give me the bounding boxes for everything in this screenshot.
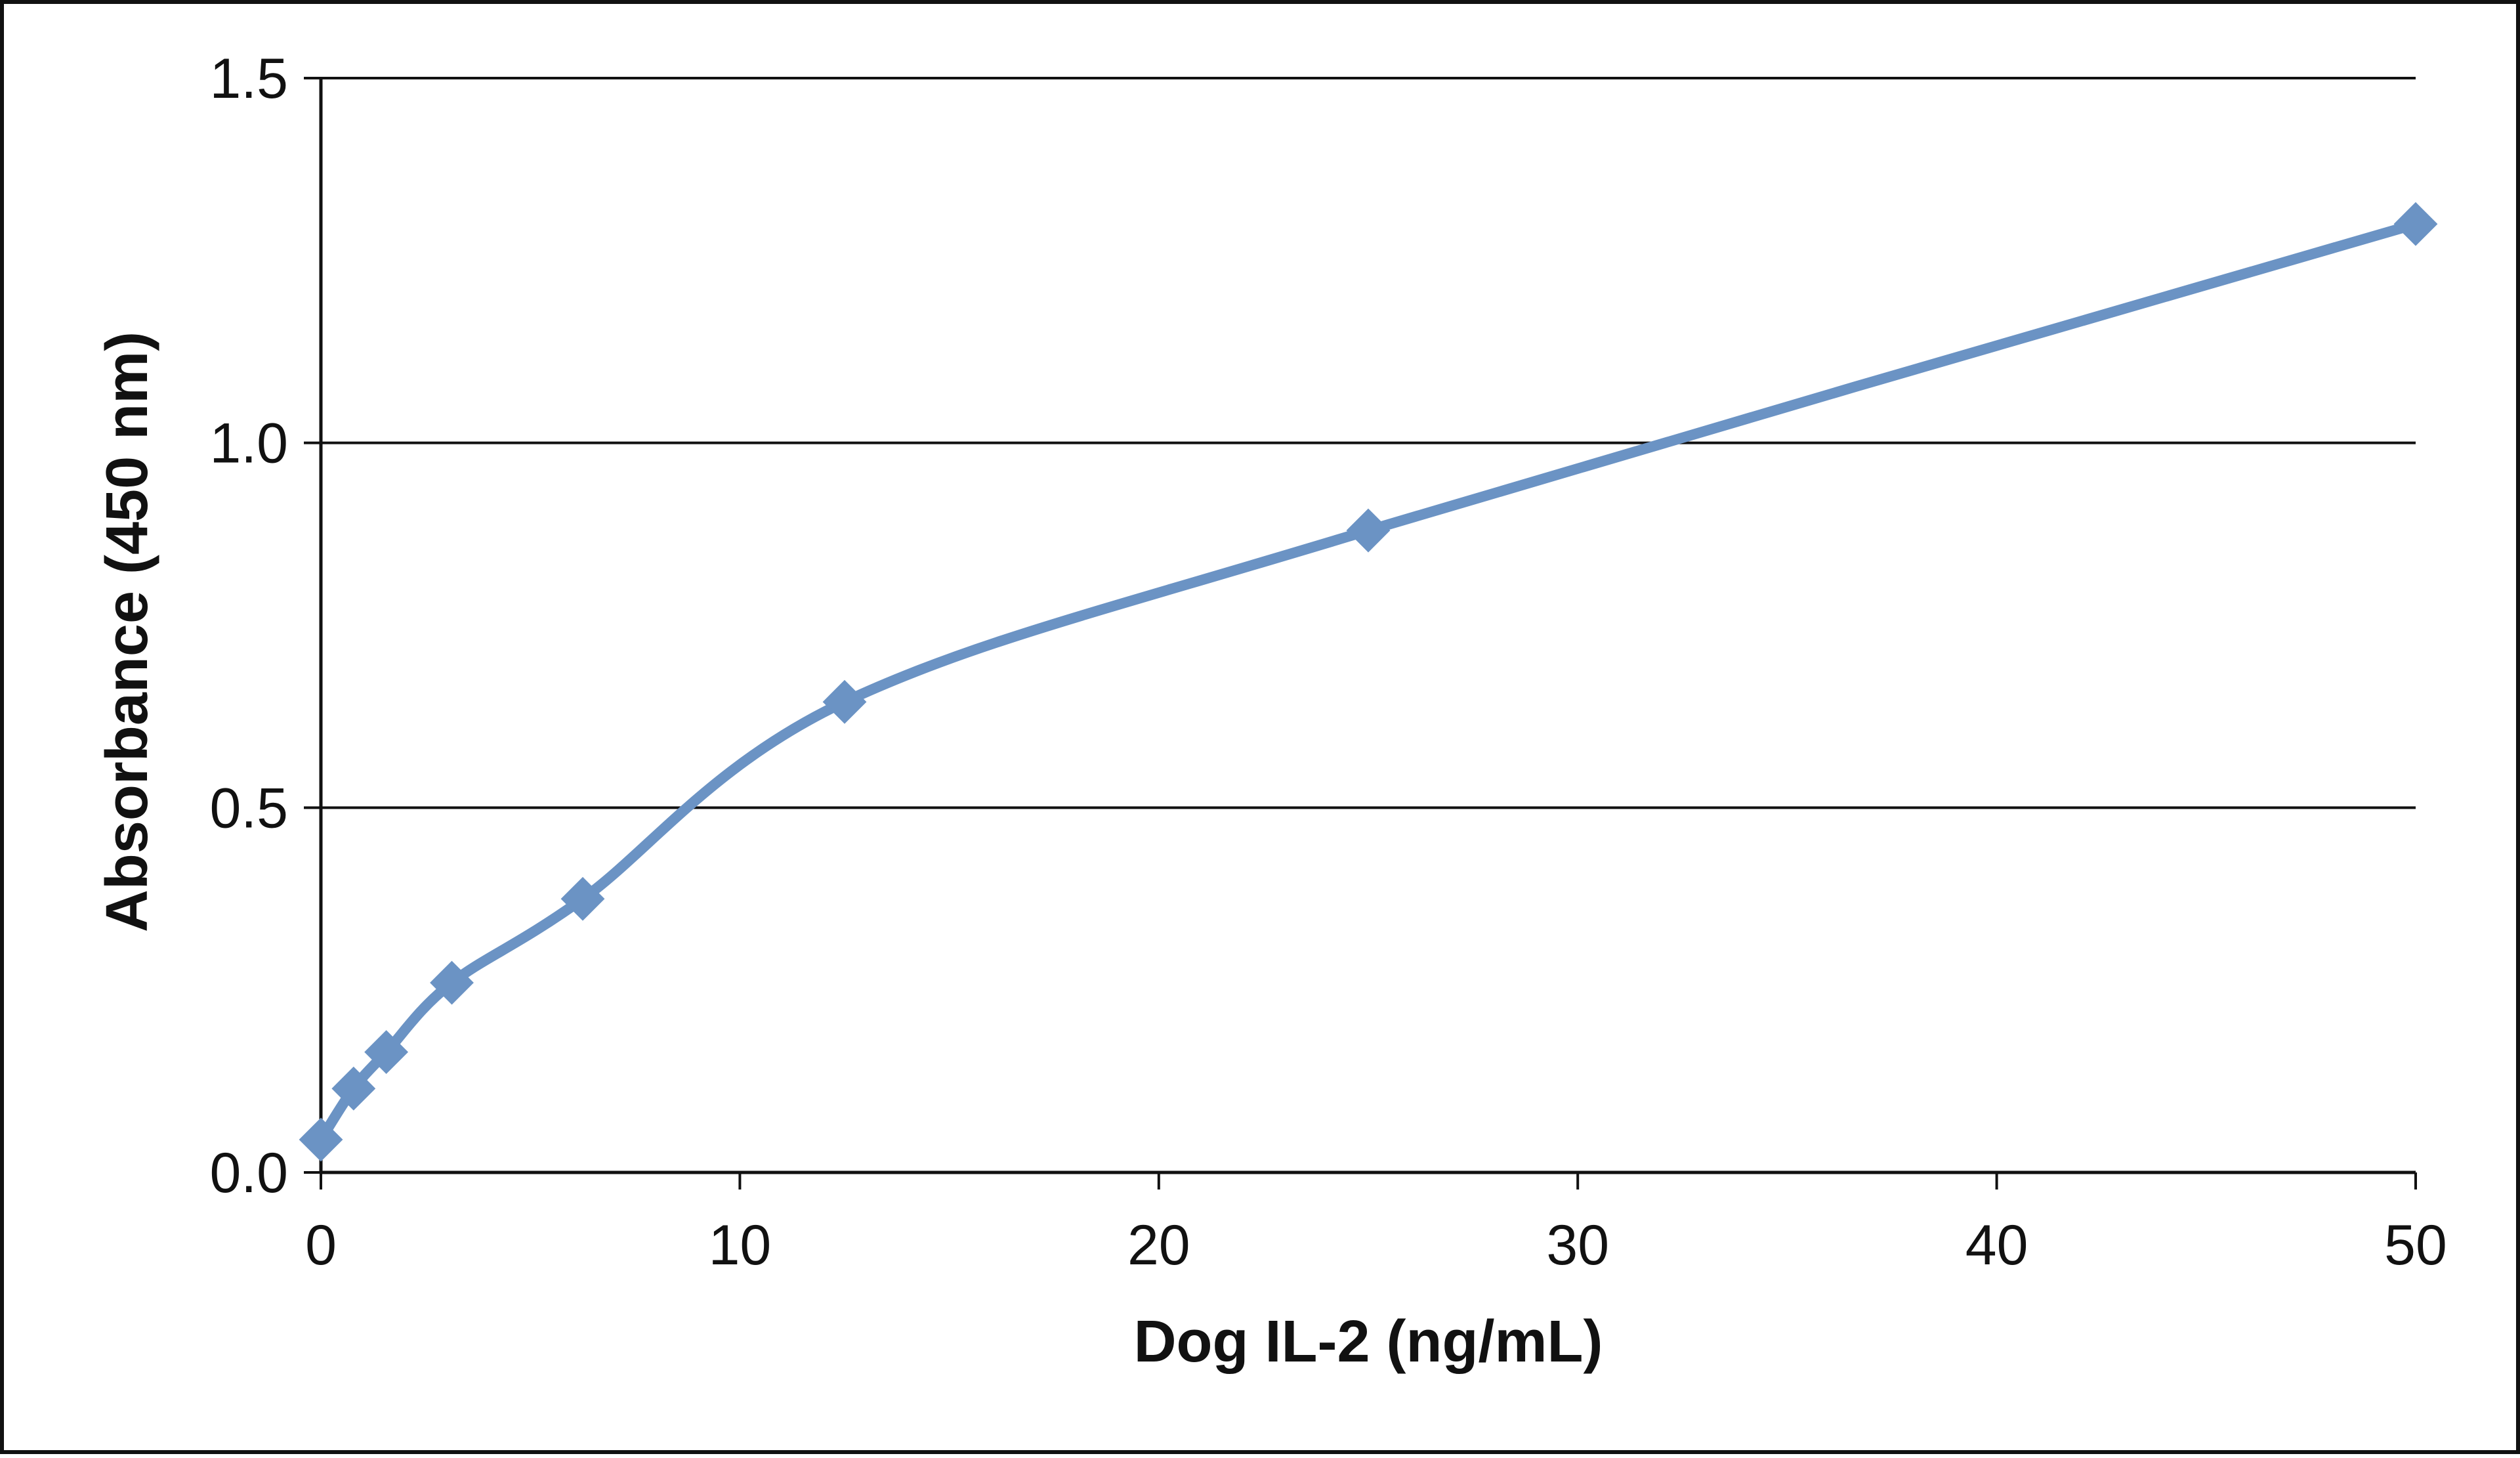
data-point-6	[1346, 508, 1391, 553]
x-tick-label-3: 30	[1546, 1214, 1609, 1277]
y-axis-title: Absorbance (450 nm)	[94, 332, 160, 932]
data-point-4	[560, 876, 605, 921]
series-line-0	[316, 219, 2421, 1145]
data-point-2	[364, 1030, 409, 1075]
series-layer	[299, 202, 2438, 1162]
data-point-5	[822, 679, 867, 724]
x-tick-label-2: 20	[1127, 1214, 1190, 1277]
y-tick-label-0: 0.0	[209, 1142, 288, 1205]
data-point-3	[430, 960, 474, 1005]
gridlines	[321, 77, 2416, 809]
x-axis-title: Dog IL-2 (ng/mL)	[1134, 1309, 1603, 1375]
x-tick-label-5: 50	[2384, 1214, 2447, 1277]
axes	[304, 77, 2417, 1190]
y-tick-label-3: 1.5	[209, 47, 288, 110]
data-point-0	[299, 1117, 343, 1162]
x-tick-label-1: 10	[709, 1214, 772, 1277]
chart: 0.0 0.5 1.0 1.5 0 10 20 30 40 50 Dog IL-2 (ng/mL)…	[94, 47, 2447, 1375]
x-tick-label-4: 40	[1965, 1214, 2028, 1277]
data-point-1	[331, 1066, 376, 1111]
y-tick-label-1: 0.5	[209, 777, 288, 840]
data-point-7	[2393, 202, 2438, 246]
y-tick-label-2: 1.0	[209, 412, 288, 475]
tick-labels: 0.0 0.5 1.0 1.5 0 10 20 30 40 50	[209, 47, 2446, 1277]
x-tick-label-0: 0	[305, 1214, 337, 1277]
